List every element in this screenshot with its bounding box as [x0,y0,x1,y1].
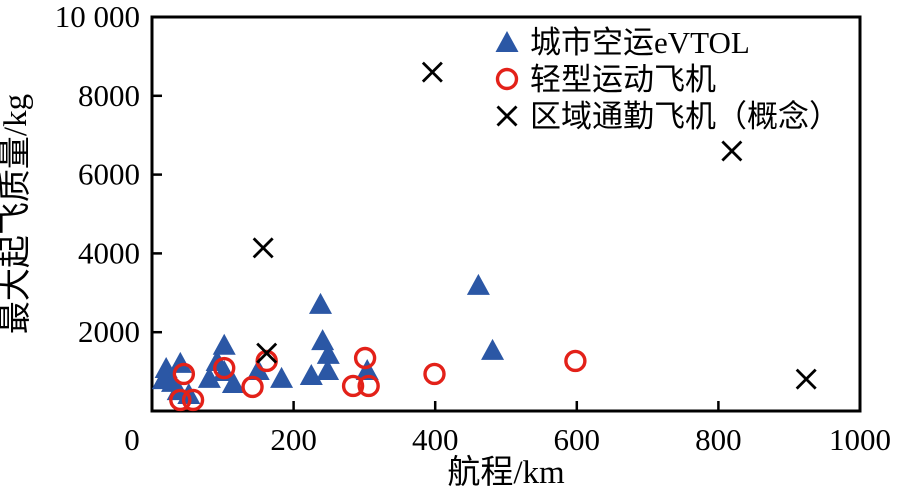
x-tick-label: 1000 [829,422,891,457]
x-axis-title: 航程/km [447,454,565,491]
data-point-series-1 [169,388,192,412]
y-tick-label: 8000 [78,78,140,113]
y-tick-label: 2000 [78,314,140,349]
x-tick-label: 200 [270,422,317,457]
data-point-series-2 [252,237,274,259]
y-tick-label: 4000 [78,235,140,270]
data-point-series-0 [221,372,245,394]
data-point-series-2 [721,140,743,162]
data-point-series-2 [421,61,443,83]
data-point-series-0 [246,359,270,381]
y-tick-label: 6000 [78,157,140,192]
legend-label: 区域通勤飞机（概念） [530,99,840,134]
series-triangle [151,273,505,405]
data-point-series-0 [309,292,333,314]
data-point-series-0 [355,359,379,381]
x-tick-label: 600 [554,422,601,457]
x-tick-label: 800 [695,422,742,457]
data-point-series-0 [270,366,294,388]
x-cross-stroke [256,342,278,364]
data-point-series-0 [316,359,340,381]
data-point-series-1 [357,374,380,398]
x-cross-stroke [252,237,274,259]
data-point-series-2 [256,342,278,364]
data-point-series-0 [197,366,221,388]
data-point-series-1 [213,356,236,380]
data-point-series-0 [168,351,192,373]
data-point-series-1 [353,346,377,370]
data-point-series-0 [316,342,340,364]
data-point-series-1 [172,362,196,386]
y-tick-label: 10 000 [55,0,140,34]
x-tick-label: 400 [412,422,459,457]
legend-label: 轻型运动飞机 [530,62,716,97]
data-point-series-0 [212,333,236,355]
legend-marker-x-cross [496,105,518,127]
plot-frame [150,15,862,413]
legend-marker-open-circle [495,67,519,91]
x-cross-stroke [795,368,817,390]
y-axis-title: 最大起飞质量/kg [0,94,34,334]
legend-marker-triangle [495,31,519,52]
x-cross-stroke [496,105,518,127]
x-cross-stroke [721,140,743,162]
data-point-series-1 [181,388,205,412]
data-point-series-2 [795,368,817,390]
legend-label: 城市空运eVTOL [530,25,750,60]
data-point-series-0 [466,273,490,295]
series-x-cross [252,61,817,390]
data-point-series-1 [341,374,365,398]
data-point-series-1 [423,362,446,386]
x-cross-stroke [421,61,443,83]
x-tick-label: 0 [124,422,140,457]
data-point-series-1 [564,349,587,373]
data-point-series-0 [311,329,335,351]
data-point-series-0 [481,338,505,360]
data-point-series-1 [241,375,264,399]
